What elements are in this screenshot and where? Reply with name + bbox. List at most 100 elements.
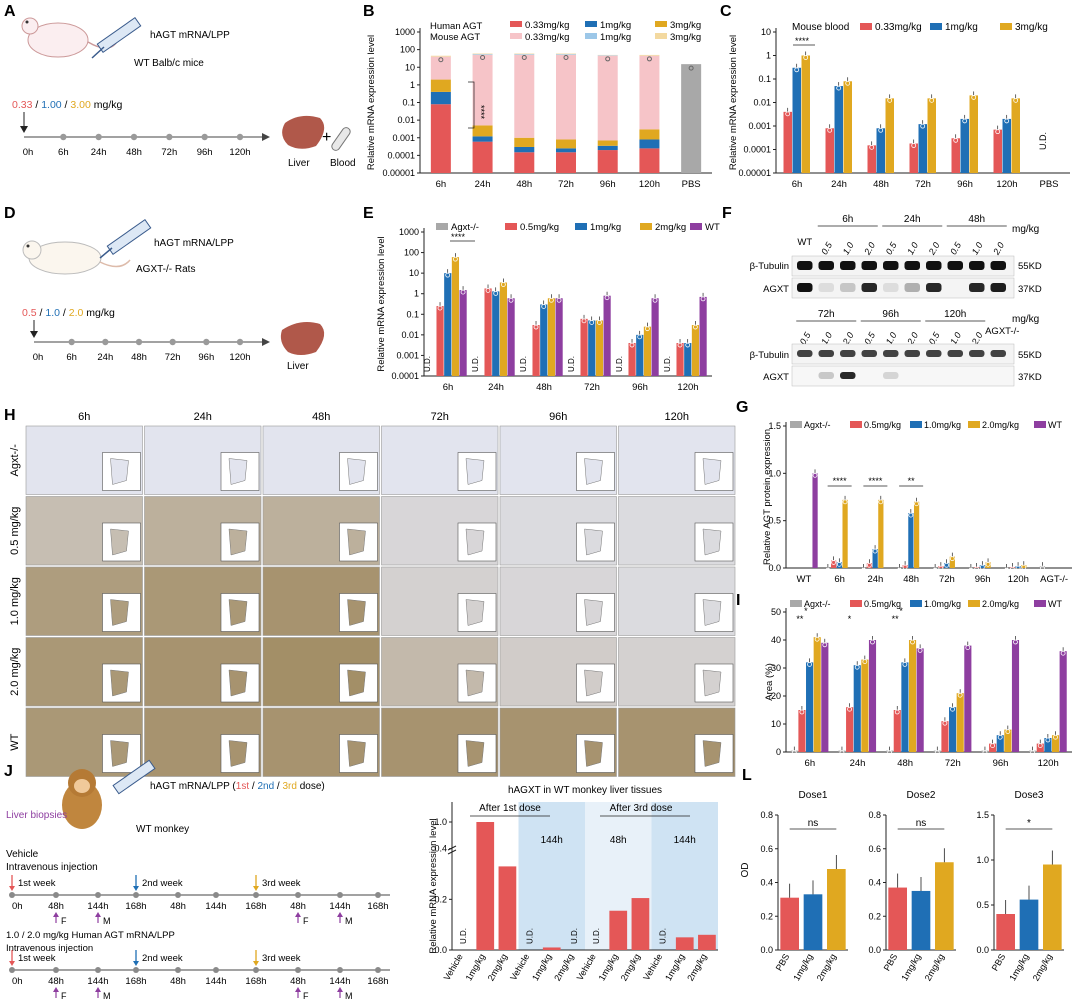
bar [969,95,978,173]
data-point [500,282,506,287]
bar [872,549,878,568]
dose-j-1: 1st [236,781,250,792]
ihc-inset-tissue [347,528,366,556]
x-tick-label: 2mg/kg [685,952,708,983]
band [926,261,942,270]
timeline-dot [236,133,244,141]
timeline-arrowhead [262,133,270,141]
panel-letter-h: H [4,407,16,424]
y-tick-label: 1.0 [768,468,781,478]
biopsy-arrowhead [95,987,101,992]
timeline-tick: 48h [48,901,64,912]
chart-b: 0.00001 0.0001 0.001 0.01 0.1 1 10 100 1000 Relat… [366,20,712,190]
legend-swatch [860,23,872,30]
timeline-tick: 144h [329,976,350,987]
week-label: 3rd week [262,878,301,889]
timeline-tick: 0h [23,147,34,158]
biopsy-arrowhead [295,987,301,992]
bar [956,693,964,752]
unit-label: mg/kg [1012,314,1039,325]
data-point [791,750,797,755]
bar [876,128,885,173]
column-label: 96h [549,411,567,423]
bar [1002,118,1011,173]
panel-letter-g: G [736,399,748,416]
x-tick-label: 120h [1038,758,1059,769]
time-label: 72h [818,309,835,320]
bar [609,910,628,950]
column-label: 72h [431,411,449,423]
y-tick-label: 0.01 [397,115,415,125]
y-tick-label: 0 [776,747,781,757]
not-detected-label: U.D. [471,356,480,372]
y-tick-label: 0.5 [976,900,989,910]
sex-label: M [103,991,111,999]
bar-segment [514,54,535,55]
bar [996,914,1015,950]
band [904,283,920,292]
data-point [508,297,514,303]
timeline-dot [53,967,59,973]
y-tick-label: 100 [400,45,415,55]
x-tick-label: Vehicle [442,952,465,982]
not-detected-label: U.D. [1038,132,1048,150]
biopsy-arrowhead [53,987,59,992]
bar [938,566,944,568]
x-tick-label: 72h [584,382,600,393]
timeline-tick: 24h [91,147,107,158]
ihc-inset-tissue [228,599,248,626]
y-tick-label: 0.01 [753,98,771,108]
significance: **** [795,36,810,46]
bar [1019,899,1039,950]
biopsy-arrowhead [295,912,301,917]
legend-label: 0.33mg/kg [525,32,569,43]
bar-segment [472,125,493,137]
y-tick-label: 0.0001 [743,145,771,155]
legend-label: 3mg/kg [670,20,701,31]
chart-title: hAGXT in WT monkey liver tissues [508,785,662,796]
x-tick-label: 120h [996,179,1017,190]
column-label: 6h [78,411,90,423]
x-tick-label: 24h [867,574,883,585]
data-point [917,648,923,653]
lane-label: 2.0 [926,241,941,258]
bar [867,145,876,173]
data-point [982,750,988,755]
bar [888,887,907,950]
unit-label: mg/kg [1012,224,1039,235]
bar [444,273,452,376]
data-point [878,499,884,505]
data-point [1060,650,1066,656]
data-point [894,709,900,715]
bar-segment [597,150,618,173]
bar [933,750,941,752]
sample-label: Blood [330,158,356,169]
data-point [688,65,694,71]
y-tick-label: 0.0 [760,945,773,955]
ihc-inset-tissue [584,740,603,767]
data-point [437,305,443,311]
bar [949,556,955,568]
week-label: 1st week [18,878,56,889]
bar [834,86,843,173]
data-point [785,111,791,117]
blot-strip [791,343,1015,365]
bar [853,665,861,752]
legend-swatch [585,21,597,27]
bar [806,662,814,752]
data-point [460,289,466,295]
data-point [942,720,948,726]
panel-letter-l: L [742,767,752,784]
legend-label: 0.33mg/kg [875,22,922,33]
bar [985,562,991,568]
biopsy-arrowhead [337,912,343,917]
band [883,372,899,379]
data-point [812,472,818,478]
week-label: 3rd week [262,953,301,964]
timeline-tick: 48h [290,901,306,912]
bar [540,304,548,376]
timeline-dot [203,338,210,346]
data-point [814,636,820,642]
